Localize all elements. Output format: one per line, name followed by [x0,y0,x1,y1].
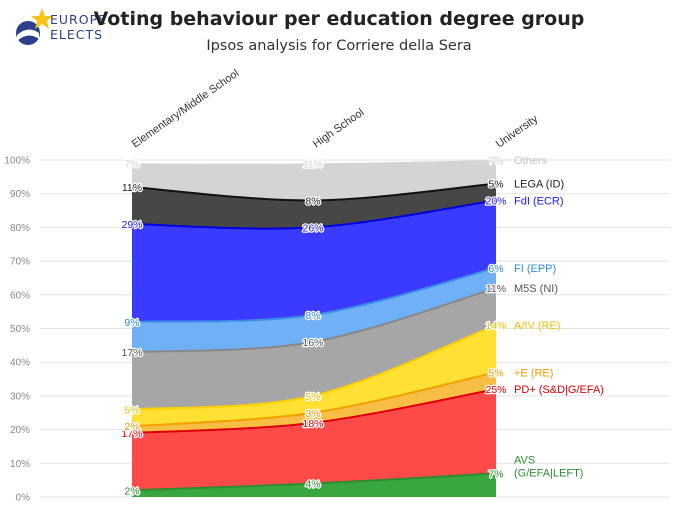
y-tick-label: 50% [10,324,30,335]
legend-label: LEGA (ID) [514,179,564,191]
y-tick-label: 20% [10,425,30,436]
chart-subtitle: Ipsos analysis for Corriere della Sera [206,38,472,54]
data-label: 16% [302,337,323,349]
data-label: 26% [302,222,323,234]
data-label: 17% [121,428,142,440]
y-tick-label: 10% [10,459,30,470]
series-line-2 [131,371,497,428]
area-2 [132,372,496,433]
data-label: 5% [305,391,320,403]
chart-title: Voting behaviour per education degree gr… [93,8,585,30]
y-tick-label: 80% [10,223,30,234]
x-category-label: High School [311,107,366,151]
data-label: 29% [121,219,142,231]
logo-swoosh-icon [17,29,39,41]
data-label: 11% [122,182,142,194]
data-label: 11% [303,158,323,170]
data-label: 11% [486,283,506,295]
logo-text-europe: EUROPE [50,12,108,27]
legend-label: M5S (NI) [514,283,558,295]
series-line-1 [131,388,497,434]
europe-elects-logo [16,8,53,45]
series-line-6 [131,199,497,230]
data-labels: 2% 4% 7% 17% 18% 25% 2% 3% 5% 5% 5% 14% 17% 16% 11% 9% 8… [120,154,508,499]
legend-label: +E (RE) [514,367,553,379]
data-label: 18% [302,418,323,430]
data-label: 5% [488,367,503,379]
data-label: 2% [124,485,139,497]
data-label: 2% [124,421,139,433]
data-label: 14% [485,320,506,332]
legend-label: (G/EFA|LEFT) [514,467,583,479]
y-tick-label: 100% [4,156,30,167]
series-line-4 [131,287,497,354]
x-category-label: Elementary/Middle School [130,67,242,150]
series-line-0 [131,472,497,492]
y-tick-label: 40% [10,358,30,369]
legend-label: PD+ (S&D|G/EFA) [514,384,604,396]
data-label: 7% [124,158,139,170]
legend: AVS(G/EFA|LEFT) PD+ (S&D|G/EFA) +E (RE) A/I… [506,155,604,479]
data-label: 3% [305,408,320,420]
data-label: 7% [488,468,503,480]
series-line-3 [131,324,497,411]
x-category-label: University [494,113,541,151]
data-label: 20% [485,195,506,207]
legend-label: A/IV (RE) [514,320,560,332]
data-label: 4% [305,479,320,491]
series-line-5 [131,266,497,323]
y-tick-label: 90% [10,189,30,200]
data-label: 5% [488,179,503,191]
data-label: 7% [488,155,503,167]
series-line-7 [131,182,497,202]
y-tick-label: 70% [10,257,30,268]
legend-label: FdI (ECR) [514,195,564,207]
data-label: 8% [305,310,320,322]
data-label: 5% [124,404,139,416]
area-8 [132,160,496,201]
data-label: 6% [488,263,503,275]
y-tick-label: 0% [16,493,31,504]
area-5 [132,267,496,353]
y-tick-label: 30% [10,391,30,402]
data-label: 8% [305,195,320,207]
data-label: 25% [485,384,506,396]
data-label: 9% [124,317,139,329]
logo-star-icon [31,8,53,29]
area-3 [132,325,496,427]
data-label: 17% [121,347,142,359]
series-lines [131,182,497,492]
y-tick-label: 60% [10,290,30,301]
area-1 [132,389,496,491]
legend-label: Others [514,155,548,167]
legend-label: FI (EPP) [514,263,556,275]
area-6 [132,200,496,322]
legend-label: AVS [514,454,535,466]
logo-text-elects: ELECTS [50,27,104,42]
